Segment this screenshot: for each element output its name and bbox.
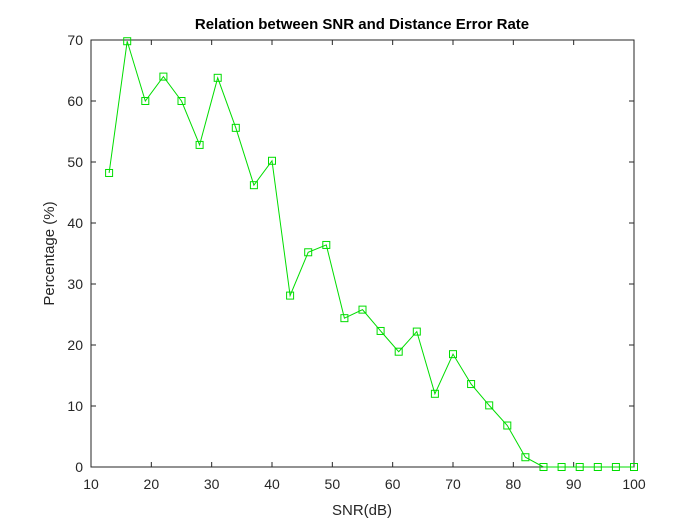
x-tick-label: 20 [144,476,160,492]
data-point-marker [123,37,132,46]
y-tick-label: 70 [67,32,83,48]
data-point-marker [322,240,331,249]
x-tick-label: 30 [204,476,220,492]
data-point-marker [503,421,512,430]
data-point-marker [630,463,638,471]
x-tick-label: 90 [566,476,582,492]
chart-title: Relation between SNR and Distance Error … [195,16,529,33]
series-layer [105,37,638,471]
data-point-marker [485,401,494,410]
y-tick-label: 20 [67,337,83,353]
data-point-marker [304,248,313,257]
data-point-marker [575,463,584,471]
x-tick-label: 60 [385,476,401,492]
y-tick-label: 50 [67,154,83,170]
x-tick-label: 40 [264,476,280,492]
x-axis-label: SNR(dB) [332,502,392,519]
data-point-marker [593,463,602,471]
data-point-marker [557,463,566,471]
data-point-marker [376,326,385,335]
y-axis-label: Percentage (%) [41,201,58,305]
data-point-marker [249,181,258,190]
data-point-marker [467,380,476,389]
series-line [108,41,634,468]
data-point-marker [159,72,168,81]
plot-box [90,39,635,468]
data-point-marker [539,463,548,471]
y-tick-label: 30 [67,276,83,292]
data-point-marker [521,453,530,462]
data-point-marker [213,73,222,82]
y-tick-label: 10 [67,398,83,414]
data-point-marker [611,463,620,471]
data-point-marker [231,123,240,132]
data-point-marker [195,140,204,149]
x-tick-label: 50 [325,476,341,492]
y-tick-label: 0 [75,459,83,475]
data-point-marker [394,347,403,356]
data-point-marker [430,389,439,398]
y-tick-label: 40 [67,215,83,231]
data-point-marker [449,350,457,359]
x-tick-label: 100 [622,476,646,492]
data-point-marker [340,314,349,323]
data-point-marker [358,305,367,314]
data-point-marker [141,97,150,105]
x-tick-label: 70 [445,476,461,492]
data-point-marker [412,327,421,336]
data-point-marker [268,156,276,165]
x-tick-label: 10 [83,476,99,492]
y-tick-label: 60 [67,93,83,109]
data-point-marker [286,291,295,300]
data-point-marker [177,97,186,105]
x-tick-label: 80 [506,476,522,492]
axes-layer [90,39,635,468]
data-point-marker [105,168,114,177]
